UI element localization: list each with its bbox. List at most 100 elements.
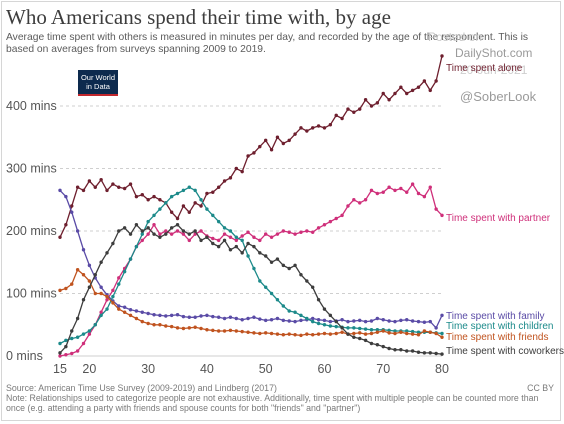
data-point-family: [363, 319, 368, 324]
data-point-family: [263, 318, 268, 323]
data-point-children: [175, 191, 180, 196]
data-point-alone: [328, 123, 333, 127]
data-point-alone: [422, 79, 427, 83]
data-point-partner: [222, 232, 227, 236]
data-point-alone: [434, 79, 438, 83]
data-point-friends: [111, 301, 115, 305]
data-point-partner: [422, 194, 427, 199]
data-point-family: [164, 314, 168, 318]
data-point-partner: [234, 238, 239, 243]
x-tick-label: 70: [376, 362, 390, 376]
data-point-family: [299, 318, 303, 323]
chart-subtitle: Average time spent with others is measur…: [6, 32, 529, 55]
data-point-partner: [410, 182, 415, 186]
data-point-coworkers: [275, 257, 280, 261]
data-point-family: [64, 194, 68, 199]
data-point-coworkers: [111, 241, 115, 246]
series-label-family: Time spent with family: [446, 311, 545, 322]
data-point-family: [222, 316, 227, 321]
data-point-family: [440, 313, 444, 318]
data-point-children: [222, 226, 227, 230]
data-point-partner: [99, 310, 103, 314]
x-tick-label: 50: [259, 362, 273, 376]
data-point-family: [381, 318, 385, 322]
data-point-family: [358, 318, 362, 323]
data-point-partner: [346, 204, 350, 208]
data-point-alone: [134, 194, 139, 199]
y-tick-label: 300 mins: [6, 162, 57, 176]
data-point-partner: [175, 229, 180, 233]
data-point-alone: [358, 107, 362, 111]
chart-title: Who Americans spend their time with, by …: [6, 5, 391, 29]
data-point-coworkers: [93, 273, 97, 277]
data-point-children: [252, 266, 256, 271]
data-point-alone: [187, 210, 191, 214]
data-point-children: [93, 323, 97, 327]
data-point-partner: [246, 230, 250, 234]
data-point-partner: [328, 219, 333, 224]
data-point-friends: [299, 333, 303, 338]
data-point-alone: [199, 204, 203, 208]
data-point-partner: [299, 230, 303, 234]
data-point-alone: [258, 144, 262, 149]
data-point-children: [199, 198, 203, 202]
data-point-partner: [81, 341, 86, 346]
data-point-children: [75, 335, 80, 339]
data-point-coworkers: [140, 229, 144, 233]
data-point-friends: [434, 331, 438, 336]
data-point-friends: [428, 330, 432, 334]
data-point-friends: [246, 330, 250, 334]
data-point-family: [228, 315, 233, 319]
data-point-children: [287, 309, 291, 313]
data-point-family: [346, 319, 350, 324]
data-point-friends: [234, 329, 239, 333]
data-point-friends: [222, 329, 227, 333]
data-point-friends: [87, 279, 92, 283]
data-point-family: [322, 318, 327, 323]
data-point-partner: [399, 186, 403, 191]
license-badge[interactable]: CC BY: [527, 383, 554, 393]
data-point-friends: [187, 326, 191, 330]
data-point-friends: [140, 319, 144, 324]
data-point-family: [369, 319, 374, 323]
data-point-family: [87, 263, 92, 268]
data-point-family: [152, 313, 156, 317]
series-label-partner: Time spent with partner: [446, 213, 551, 224]
data-point-friends: [152, 323, 156, 327]
series-label-coworkers: Time spent with coworkers: [446, 346, 564, 357]
data-point-friends: [164, 324, 168, 328]
logo-accent-bar: [78, 93, 118, 96]
data-point-alone: [405, 91, 409, 96]
data-point-children: [181, 188, 186, 193]
data-point-children: [293, 310, 297, 314]
data-point-family: [117, 304, 121, 308]
owid-logo[interactable]: Our World in Data: [78, 70, 118, 96]
data-point-alone: [440, 54, 444, 58]
data-point-friends: [122, 310, 127, 314]
data-point-children: [281, 304, 286, 308]
data-point-children: [187, 185, 191, 189]
data-point-friends: [105, 294, 109, 299]
data-point-partner: [305, 229, 309, 233]
data-point-family: [340, 318, 344, 322]
data-point-alone: [375, 101, 380, 105]
data-point-family: [181, 314, 186, 319]
data-point-partner: [334, 216, 338, 221]
data-point-coworkers: [152, 232, 156, 236]
data-point-partner: [58, 354, 62, 358]
data-point-alone: [281, 141, 286, 146]
data-point-family: [175, 313, 180, 317]
data-point-children: [246, 254, 250, 258]
data-point-partner: [199, 229, 203, 233]
data-point-alone: [70, 204, 74, 208]
data-point-partner: [381, 190, 385, 194]
data-point-children: [152, 213, 156, 218]
data-point-partner: [258, 238, 262, 243]
data-point-coworkers: [211, 241, 215, 246]
data-point-alone: [211, 190, 215, 194]
data-point-alone: [399, 85, 403, 89]
data-point-coworkers: [375, 343, 380, 347]
data-point-coworkers: [346, 332, 350, 336]
data-point-partner: [152, 223, 156, 227]
data-point-friends: [281, 333, 286, 337]
